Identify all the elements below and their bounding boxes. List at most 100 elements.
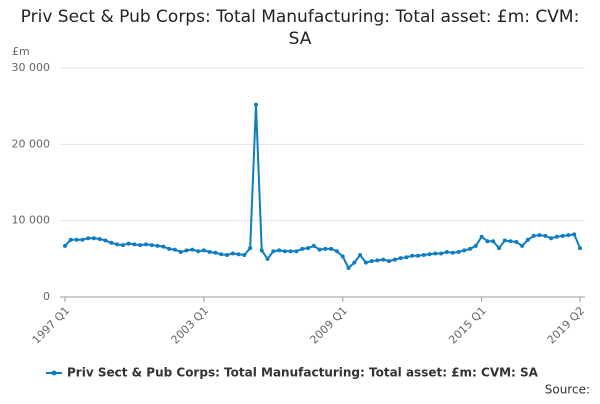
- x-tick-label: 2015 Q1: [446, 304, 489, 347]
- point: [537, 233, 542, 238]
- point: [549, 236, 554, 241]
- point: [502, 238, 507, 243]
- point: [543, 233, 548, 238]
- point: [363, 260, 368, 265]
- point: [277, 248, 282, 253]
- point: [144, 242, 149, 247]
- x-tick-label: 2003 Q1: [169, 304, 212, 347]
- point: [207, 249, 212, 254]
- point: [369, 259, 374, 264]
- point: [329, 246, 334, 251]
- point: [525, 237, 530, 242]
- point: [392, 257, 397, 262]
- point: [306, 246, 311, 251]
- point: [282, 249, 287, 254]
- point: [138, 243, 143, 248]
- point: [491, 239, 496, 244]
- point: [317, 247, 322, 252]
- point: [242, 253, 247, 258]
- point: [421, 253, 426, 258]
- point: [572, 232, 577, 237]
- point: [271, 249, 276, 254]
- point: [496, 246, 501, 251]
- y-tick-label: 20 000: [12, 137, 51, 150]
- point: [80, 237, 85, 242]
- point: [97, 236, 102, 241]
- point: [410, 253, 415, 258]
- point: [560, 233, 565, 238]
- point: [566, 233, 571, 238]
- point: [531, 233, 536, 238]
- point: [213, 250, 218, 255]
- point: [456, 249, 461, 254]
- point: [126, 241, 131, 246]
- point: [253, 102, 258, 107]
- legend-label: Priv Sect & Pub Corps: Total Manufacturi…: [67, 366, 539, 380]
- y-unit: £m: [12, 45, 30, 58]
- point: [462, 248, 467, 253]
- point: [334, 249, 339, 254]
- point: [63, 243, 67, 248]
- point: [259, 248, 264, 253]
- point: [346, 265, 351, 270]
- point: [74, 237, 79, 242]
- point: [161, 244, 166, 249]
- point: [554, 234, 559, 239]
- point: [520, 243, 525, 248]
- chart-title: Priv Sect & Pub Corps: Total Manufacturi…: [20, 7, 580, 49]
- point: [514, 240, 519, 245]
- point: [230, 251, 235, 256]
- point: [439, 251, 444, 256]
- point: [132, 242, 137, 247]
- point: [115, 242, 120, 247]
- point: [479, 234, 484, 239]
- point: [288, 249, 293, 254]
- point: [311, 243, 316, 248]
- point: [91, 236, 96, 241]
- y-tick-label: 10 000: [12, 214, 51, 227]
- point: [103, 238, 108, 243]
- y-tick-label: 0: [43, 290, 50, 303]
- point: [86, 236, 91, 241]
- y-tick-label: 30 000: [12, 61, 51, 74]
- point: [468, 246, 473, 251]
- point: [387, 259, 392, 264]
- point: [433, 251, 438, 256]
- point: [404, 255, 409, 260]
- point: [358, 253, 363, 258]
- point: [398, 256, 403, 261]
- point: [427, 252, 432, 257]
- point: [225, 253, 230, 258]
- point: [167, 246, 172, 251]
- point: [120, 243, 125, 248]
- x-tick-label: 2009 Q1: [307, 304, 350, 347]
- point: [485, 239, 490, 244]
- point: [201, 248, 206, 253]
- point: [450, 250, 455, 255]
- point: [219, 252, 224, 257]
- point: [352, 260, 357, 265]
- point: [184, 248, 189, 253]
- point: [444, 249, 449, 254]
- point: [236, 252, 241, 257]
- source: Source:: [545, 383, 590, 397]
- point: [172, 247, 177, 252]
- point: [178, 249, 183, 254]
- point: [265, 256, 270, 261]
- x-tick-label: 1997 Q1: [30, 304, 73, 347]
- point: [294, 249, 299, 254]
- point: [473, 243, 478, 248]
- point: [109, 240, 114, 245]
- point: [381, 257, 386, 262]
- point: [196, 249, 201, 254]
- point: [149, 243, 154, 248]
- point: [340, 254, 345, 259]
- point: [578, 246, 582, 251]
- point: [323, 246, 328, 251]
- series-line: [64, 104, 581, 270]
- point: [68, 237, 73, 242]
- legend-marker: [51, 370, 57, 376]
- point: [375, 258, 380, 263]
